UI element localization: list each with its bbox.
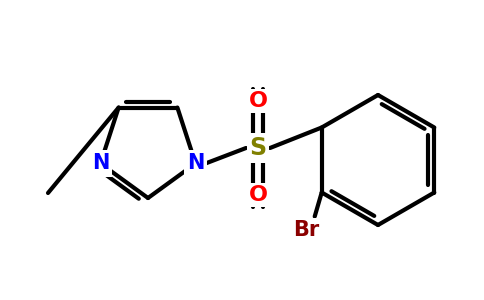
Text: O: O [248,185,268,205]
Text: S: S [249,136,267,160]
Text: N: N [187,154,204,173]
Text: Br: Br [294,220,320,241]
Text: N: N [92,154,109,173]
Text: O: O [248,91,268,111]
